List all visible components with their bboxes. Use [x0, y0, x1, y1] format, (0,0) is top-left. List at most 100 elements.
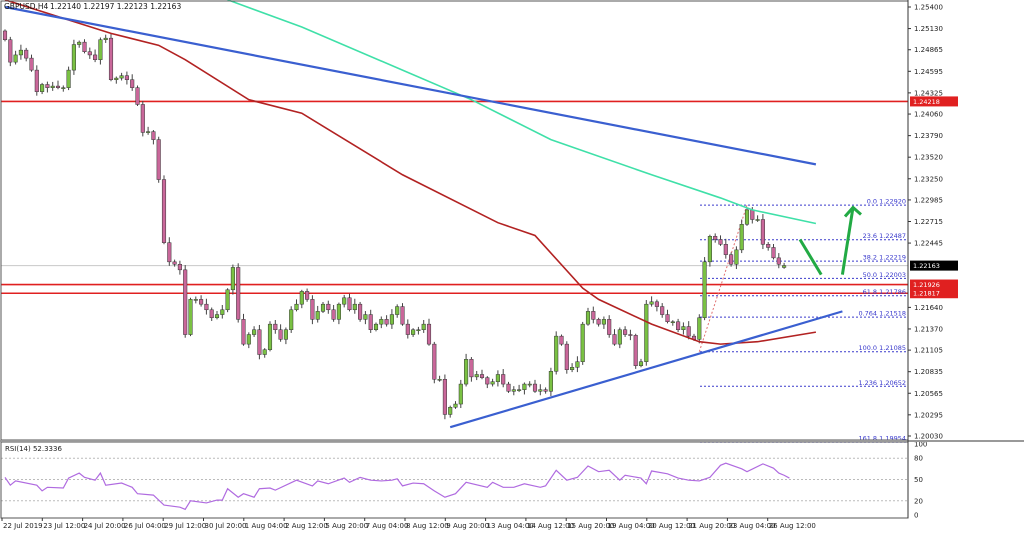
- bearish-candle: [654, 301, 659, 307]
- price-level-badge-text: 1.24218: [913, 98, 940, 106]
- bearish-candle: [686, 326, 691, 337]
- bullish-candle: [511, 389, 516, 392]
- bullish-candle: [146, 131, 151, 133]
- bearish-candle: [479, 374, 485, 378]
- fib-level-label: 0.764 1.21518: [858, 310, 906, 318]
- bearish-candle: [124, 75, 129, 80]
- bullish-candle: [246, 334, 251, 345]
- bullish-candle: [601, 319, 606, 325]
- price-axis-label: 1.22445: [914, 240, 943, 248]
- fib-level-label: 1.236 1.20652: [858, 379, 906, 387]
- price-axis-label: 1.20835: [914, 368, 943, 376]
- bearish-candle: [257, 329, 262, 355]
- bullish-candle: [580, 323, 585, 362]
- bullish-candle: [61, 87, 66, 89]
- trendline: [449, 310, 843, 429]
- bullish-candle: [421, 323, 426, 330]
- bearish-candle: [660, 306, 665, 315]
- bearish-candle: [750, 209, 755, 220]
- price-level-badge: [910, 279, 958, 290]
- bullish-candle: [289, 309, 294, 330]
- bullish-candle: [13, 54, 18, 63]
- bearish-candle: [405, 323, 410, 335]
- price-axis-label: 1.24595: [914, 68, 943, 76]
- bearish-candle: [209, 309, 214, 319]
- bearish-candle: [469, 359, 474, 378]
- time-axis-label: 1 Aug 04:00: [245, 522, 288, 530]
- bullish-candle: [464, 359, 469, 385]
- bearish-candle: [358, 303, 363, 320]
- bullish-candle: [395, 306, 400, 315]
- rsi-line: [4, 462, 790, 511]
- bullish-candle: [437, 379, 442, 381]
- bearish-candle: [591, 311, 596, 320]
- bearish-candle: [760, 219, 765, 245]
- bullish-candle: [98, 39, 103, 60]
- bullish-candle: [66, 69, 71, 88]
- price-axis-label: 1.24325: [914, 89, 943, 97]
- bullish-candle: [193, 299, 198, 301]
- price-axis-label: 1.21640: [914, 304, 943, 312]
- bearish-candle: [29, 57, 34, 71]
- bearish-candle: [2, 30, 8, 41]
- price-axis-label: 1.25130: [914, 25, 943, 33]
- bearish-candle: [326, 303, 331, 311]
- bearish-candle: [135, 87, 140, 105]
- fib-level-label: 38.2 1.22219: [863, 254, 906, 262]
- bearish-candle: [93, 54, 98, 60]
- rsi-axis-label: 0: [914, 512, 918, 520]
- time-axis-label: 8 Aug 12:00: [406, 522, 449, 530]
- price-level-badge: [910, 96, 958, 107]
- bullish-candle: [782, 265, 787, 268]
- bearish-candle: [305, 291, 310, 300]
- rsi-axis-label: 20: [914, 497, 923, 505]
- bullish-candle: [411, 329, 416, 335]
- time-axis-label: 5 Aug 20:00: [325, 522, 368, 530]
- bullish-candle: [453, 403, 458, 408]
- rsi-label: RSI(14) 52.3336: [5, 445, 62, 453]
- bearish-candle: [559, 335, 564, 345]
- bullish-candle: [644, 303, 649, 362]
- moving-average-line: [227, 0, 817, 225]
- bullish-candle: [342, 297, 347, 305]
- bearish-candle: [676, 321, 681, 330]
- bullish-candle: [214, 314, 220, 319]
- bullish-candle: [299, 291, 304, 305]
- bearish-candle: [140, 104, 145, 133]
- price-axis-label: 1.21105: [914, 347, 943, 355]
- bearish-candle: [506, 383, 511, 392]
- bullish-candle: [119, 75, 124, 79]
- bearish-candle: [368, 314, 373, 330]
- price-axis-label: 1.24865: [914, 46, 943, 54]
- bullish-candle: [379, 319, 384, 325]
- bullish-candle: [458, 383, 463, 405]
- bearish-candle: [633, 335, 638, 366]
- bullish-candle: [585, 311, 591, 325]
- bullish-candle: [681, 326, 686, 330]
- bearish-candle: [55, 85, 61, 88]
- bullish-candle: [702, 261, 707, 319]
- bullish-candle: [638, 361, 644, 366]
- price-axis-label: 1.23790: [914, 132, 943, 140]
- time-axis-label: 13 Aug 04:00: [487, 522, 534, 530]
- time-axis-label: 22 Jul 2019: [3, 522, 43, 530]
- bearish-candle: [384, 319, 389, 325]
- chart-header-symbol: GBPUSD,H4: [4, 2, 49, 11]
- bearish-candle: [331, 309, 336, 320]
- bearish-candle: [723, 244, 728, 255]
- bullish-candle: [744, 209, 750, 225]
- time-axis-label: 26 Aug 12:00: [769, 522, 816, 530]
- bullish-candle: [495, 374, 500, 382]
- bearish-candle: [151, 131, 156, 140]
- fib-level-label: 100.0 1.21085: [858, 344, 906, 352]
- bullish-candle: [538, 389, 543, 392]
- price-level-badge-text: 1.21926: [913, 281, 940, 289]
- bullish-candle: [267, 323, 273, 350]
- bullish-candle: [220, 309, 225, 315]
- time-axis-label: 20 Aug 12:00: [648, 522, 695, 530]
- bearish-candle: [612, 334, 617, 345]
- bearish-candle: [87, 51, 92, 56]
- price-axis-label: 1.23520: [914, 154, 943, 162]
